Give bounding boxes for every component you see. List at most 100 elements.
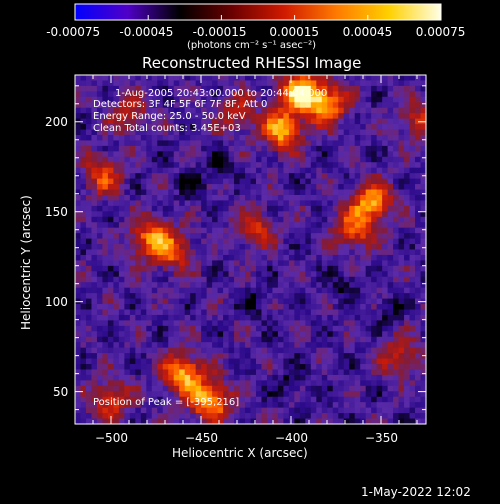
heatmap-cell	[217, 140, 224, 147]
heatmap-cell	[409, 194, 416, 202]
heatmap-cell	[266, 249, 274, 256]
heatmap-cell	[201, 145, 208, 152]
heatmap-cell	[206, 113, 213, 120]
heatmap-cell	[371, 265, 378, 272]
heatmap-cell	[245, 162, 252, 169]
heatmap-cell	[135, 260, 142, 267]
heatmap-cell	[96, 380, 104, 387]
heatmap-cell	[195, 96, 202, 103]
heatmap-cell	[349, 200, 356, 207]
heatmap-cell	[239, 200, 246, 207]
heatmap-cell	[234, 244, 241, 251]
heatmap-cell	[354, 75, 361, 82]
heatmap-cell	[140, 194, 147, 202]
heatmap-cell	[288, 304, 295, 311]
heatmap-cell	[349, 173, 356, 180]
heatmap-cell	[288, 331, 295, 338]
heatmap-cell	[415, 85, 422, 92]
heatmap-cell	[272, 342, 279, 349]
heatmap-cell	[85, 194, 93, 202]
heatmap-cell	[343, 413, 350, 420]
heatmap-cell	[140, 233, 147, 240]
heatmap-cell	[305, 249, 312, 256]
heatmap-cell	[250, 364, 257, 371]
heatmap-cell	[415, 287, 422, 294]
heatmap-cell	[316, 129, 323, 136]
heatmap-cell	[129, 320, 136, 327]
heatmap-cell	[382, 331, 389, 338]
heatmap-cell	[173, 80, 180, 87]
heatmap-cell	[157, 80, 164, 87]
heatmap-cell	[250, 173, 257, 180]
heatmap-cell	[96, 320, 104, 327]
heatmap-cell	[190, 418, 197, 425]
heatmap-cell	[223, 211, 230, 218]
heatmap-cell	[415, 178, 422, 185]
heatmap-cell	[310, 227, 317, 234]
heatmap-cell	[382, 140, 389, 147]
heatmap-cell	[277, 194, 285, 202]
heatmap-cell	[272, 156, 279, 163]
heatmap-cell	[195, 167, 202, 174]
heatmap-cell	[305, 91, 312, 98]
heatmap-cell	[360, 227, 367, 234]
heatmap-cell	[223, 254, 230, 262]
heatmap-cell	[173, 287, 180, 294]
heatmap-cell	[151, 156, 158, 163]
heatmap-cell	[223, 265, 230, 272]
heatmap-cell	[228, 314, 235, 321]
heatmap-cell	[195, 80, 202, 87]
heatmap-cell	[162, 80, 169, 87]
heatmap-cell	[255, 402, 263, 409]
heatmap-cell	[195, 353, 202, 360]
heatmap-cell	[398, 222, 405, 229]
heatmap-cell	[283, 233, 290, 240]
heatmap-cell	[338, 85, 345, 92]
heatmap-cell	[310, 244, 317, 251]
heatmap-cell	[223, 282, 230, 289]
heatmap-cell	[140, 80, 147, 87]
heatmap-cell	[272, 216, 279, 223]
heatmap-cell	[118, 227, 125, 234]
heatmap-cell	[234, 124, 241, 131]
heatmap-cell	[173, 145, 180, 152]
heatmap-cell	[129, 369, 136, 376]
heatmap-cell	[349, 91, 356, 98]
heatmap-cell	[146, 260, 153, 267]
heatmap-cell	[102, 80, 109, 87]
heatmap-cell	[360, 194, 367, 202]
heatmap-cell	[261, 80, 268, 87]
heatmap-cell	[404, 260, 411, 267]
heatmap-cell	[294, 271, 301, 278]
heatmap-cell	[85, 249, 93, 256]
heatmap-cell	[387, 260, 394, 267]
heatmap-cell	[151, 113, 158, 120]
heatmap-cell	[245, 244, 252, 251]
heatmap-cell	[343, 216, 350, 223]
heatmap-cell	[316, 118, 323, 125]
heatmap-cell	[96, 113, 104, 120]
heatmap-cell	[168, 222, 175, 229]
heatmap-cell	[124, 282, 131, 289]
heatmap-cell	[75, 293, 82, 300]
heatmap-cell	[223, 331, 230, 338]
heatmap-cell	[102, 124, 109, 131]
heatmap-cell	[283, 129, 290, 136]
heatmap-cell	[409, 189, 416, 196]
heatmap-cell	[250, 282, 257, 289]
heatmap-cell	[338, 184, 345, 191]
heatmap-cell	[234, 211, 241, 218]
heatmap-cell	[288, 162, 295, 169]
heatmap-cell	[305, 211, 312, 218]
heatmap-cell	[349, 205, 356, 212]
heatmap-cell	[239, 75, 246, 82]
heatmap-cell	[393, 254, 400, 262]
heatmap-cell	[409, 233, 416, 240]
heatmap-cell	[212, 134, 219, 142]
heatmap-cell	[415, 151, 422, 158]
heatmap-cell	[129, 107, 136, 114]
heatmap-cell	[255, 287, 263, 294]
heatmap-cell	[305, 385, 312, 392]
heatmap-cell	[321, 205, 328, 212]
heatmap-cell	[393, 222, 400, 229]
